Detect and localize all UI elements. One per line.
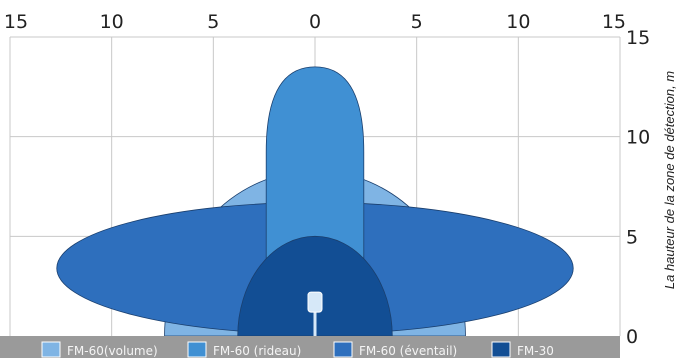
floor-bar — [0, 336, 620, 358]
detection-zones — [56, 66, 574, 337]
legend-swatch — [41, 341, 61, 358]
legend-item: FM-60 (rideau) — [187, 341, 301, 358]
x-tick-label: 10 — [506, 11, 530, 33]
y-axis-label: La hauteur de la zone de détection, m — [662, 71, 677, 289]
legend-label: FM-60(volume) — [67, 344, 158, 358]
detector-head — [307, 291, 323, 313]
x-tick-label: 15 — [602, 11, 626, 33]
y-tick-label: 0 — [626, 326, 638, 348]
legend-label: FM-60 (rideau) — [213, 344, 301, 358]
x-axis-ticks: 15 10 5 0 5 10 15 — [4, 11, 626, 33]
detector-icon — [307, 291, 323, 336]
x-tick-label: 10 — [100, 11, 124, 33]
legend-swatch — [333, 341, 353, 358]
y-tick-label: 10 — [626, 127, 650, 149]
legend-label: FM-60 (éventail) — [359, 344, 457, 358]
floor — [0, 336, 620, 358]
legend-item: FM-60 (éventail) — [333, 341, 457, 358]
detector-mast — [313, 306, 317, 336]
legend-swatch — [491, 341, 511, 358]
x-tick-label: 0 — [309, 11, 321, 33]
x-tick-label: 15 — [4, 11, 28, 33]
zone-fm-30 — [237, 235, 393, 337]
y-tick-label: 15 — [626, 27, 650, 49]
y-axis-ticks: 0 5 10 15 — [626, 27, 650, 348]
legend-item: FM-60(volume) — [41, 341, 158, 358]
legend-swatch — [187, 341, 207, 358]
legend-label: FM-30 — [517, 344, 554, 358]
x-tick-label: 5 — [207, 11, 219, 33]
y-tick-label: 5 — [626, 226, 638, 248]
legend-item: FM-30 — [491, 341, 554, 358]
x-tick-label: 5 — [411, 11, 423, 33]
legend: FM-60(volume) FM-60 (rideau) FM-60 (éventa… — [41, 341, 554, 358]
